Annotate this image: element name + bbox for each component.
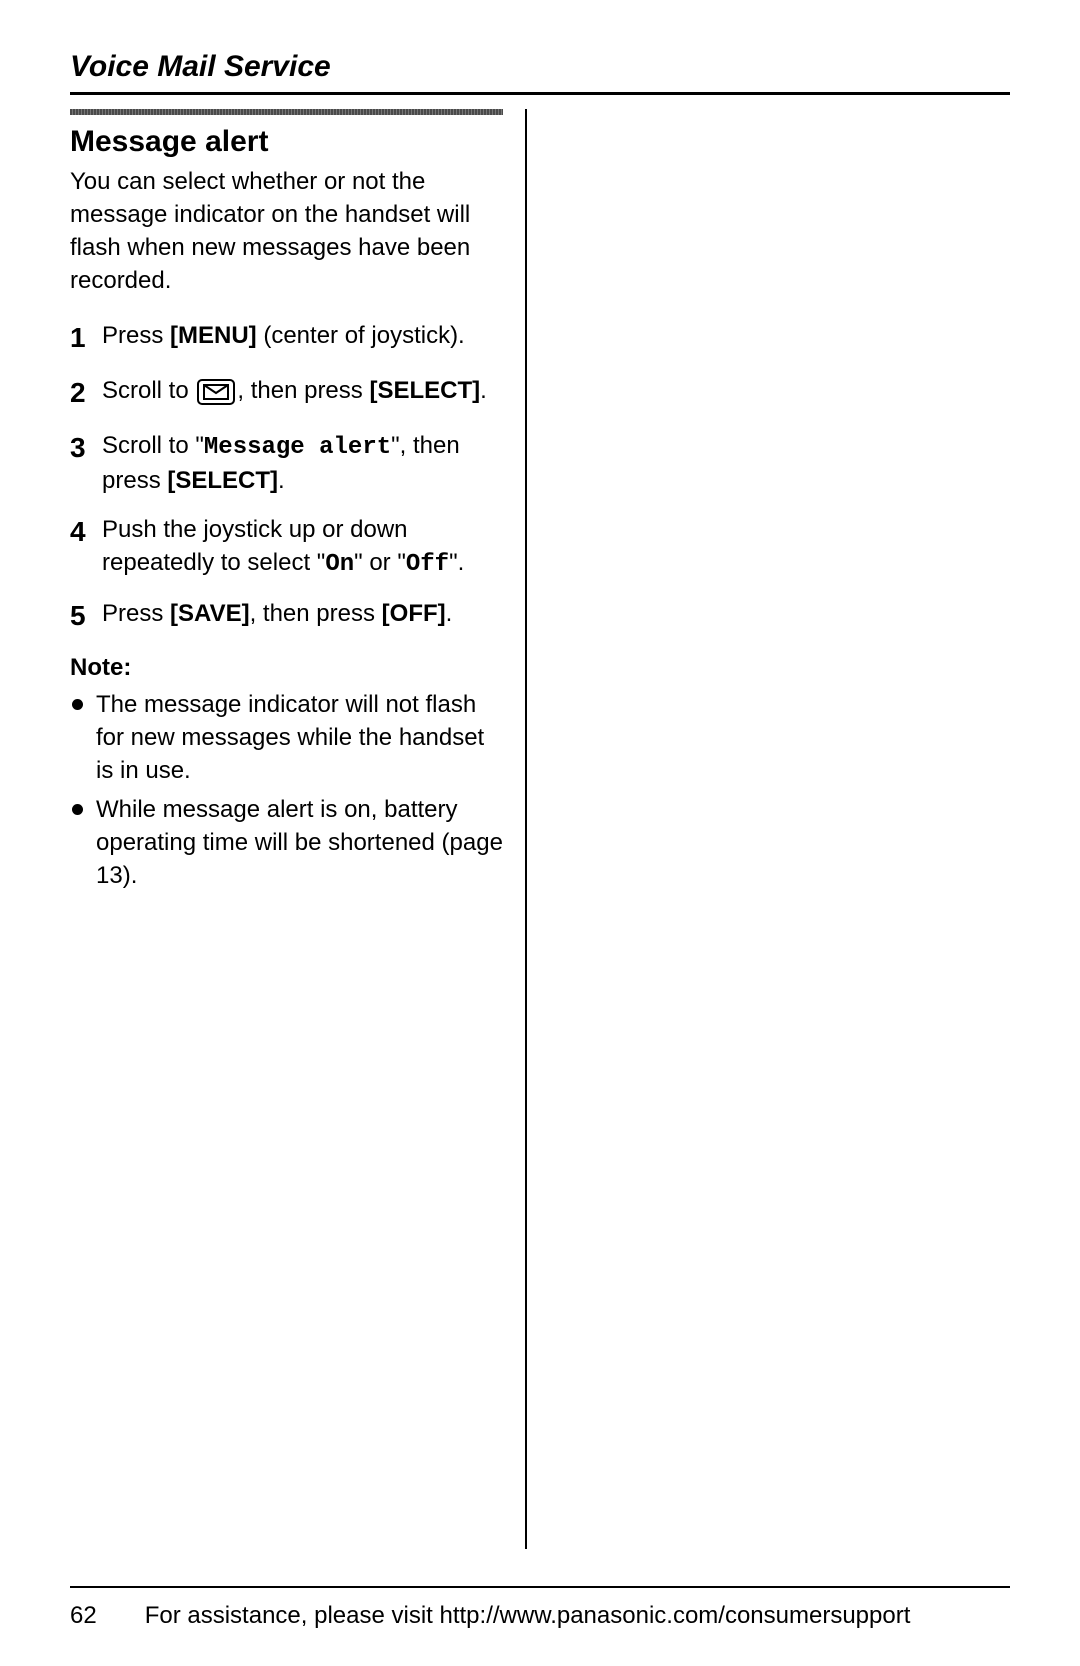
step-number: 1 (70, 319, 102, 358)
step-text: Scroll to (102, 377, 195, 404)
select-key: [SELECT] (167, 467, 278, 494)
step-body: Press [MENU] (center of joystick). (102, 319, 503, 358)
menu-option-text: Message alert (204, 434, 391, 461)
step-number: 3 (70, 429, 102, 497)
right-column (527, 109, 1010, 1549)
step-text: " or " (354, 549, 406, 576)
step-number: 2 (70, 374, 102, 413)
left-column: Message alert You can select whether or … (70, 109, 525, 1549)
footer: 62 For assistance, please visit http://w… (70, 1602, 1010, 1630)
step-text: Scroll to " (102, 432, 204, 459)
content-columns: Message alert You can select whether or … (70, 109, 1010, 1549)
step-item: 4 Push the joystick up or down repeatedl… (70, 513, 503, 581)
note-bullet: The message indicator will not flash for… (70, 688, 503, 787)
step-text: ". (449, 549, 464, 576)
section-top-rule (70, 109, 503, 115)
step-body: Scroll to , then press [SELECT]. (102, 374, 503, 413)
section-title: Message alert (70, 125, 503, 159)
step-item: 1 Press [MENU] (center of joystick). (70, 319, 503, 358)
option-on: On (325, 551, 354, 578)
save-key: [SAVE] (170, 600, 250, 627)
page-number: 62 (70, 1602, 97, 1630)
step-text: , then press (237, 377, 369, 404)
step-text: (center of joystick). (257, 322, 465, 349)
page-header-title: Voice Mail Service (70, 50, 1010, 92)
step-number: 4 (70, 513, 102, 581)
step-text: . (278, 467, 285, 494)
note-title: Note: (70, 654, 503, 682)
step-body: Scroll to "Message alert", then press [S… (102, 429, 503, 497)
step-text: . (480, 377, 487, 404)
step-text: Press (102, 600, 170, 627)
select-key: [SELECT] (369, 377, 480, 404)
steps-list: 1 Press [MENU] (center of joystick). 2 S… (70, 319, 503, 635)
menu-key: [MENU] (170, 322, 257, 349)
note-bullet: While message alert is on, battery opera… (70, 793, 503, 892)
off-key: [OFF] (382, 600, 446, 627)
footer-rule (70, 1586, 1010, 1588)
footer-text: For assistance, please visit http://www.… (145, 1602, 911, 1630)
step-item: 3 Scroll to "Message alert", then press … (70, 429, 503, 497)
step-text: Press (102, 322, 170, 349)
header-rule (70, 92, 1010, 95)
step-body: Push the joystick up or down repeatedly … (102, 513, 503, 581)
step-item: 5 Press [SAVE], then press [OFF]. (70, 597, 503, 636)
envelope-icon (197, 379, 235, 405)
step-text: . (446, 600, 453, 627)
step-text: , then press (250, 600, 382, 627)
step-number: 5 (70, 597, 102, 636)
step-item: 2 Scroll to , then press [SELECT]. (70, 374, 503, 413)
option-off: Off (406, 551, 449, 578)
section-intro: You can select whether or not the messag… (70, 165, 503, 297)
note-bullets: The message indicator will not flash for… (70, 688, 503, 893)
step-body: Press [SAVE], then press [OFF]. (102, 597, 503, 636)
